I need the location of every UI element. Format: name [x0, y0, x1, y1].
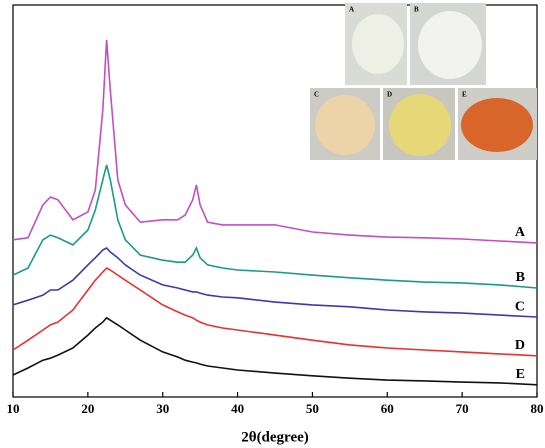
sample-a: [352, 14, 404, 74]
series-line: [12, 164, 538, 289]
x-tick-label: 20: [81, 401, 94, 416]
series-line: [12, 247, 538, 318]
series-label: A: [515, 225, 526, 240]
plot-frame: [12, 4, 538, 398]
x-tick-label: 10: [7, 401, 20, 416]
series-label: E: [516, 367, 525, 382]
inset-label: E: [462, 91, 467, 99]
sample-c: [315, 95, 375, 155]
inset-label: D: [387, 91, 392, 99]
x-tick-label: 60: [381, 401, 394, 416]
sample-b: [418, 11, 482, 79]
inset: A B C D E: [310, 3, 537, 160]
series-line: [12, 39, 538, 244]
series-label: B: [516, 270, 525, 285]
x-tick-label: 40: [231, 401, 244, 416]
x-axis-label: 2θ(degree): [241, 429, 309, 445]
x-tick-label: 30: [156, 401, 169, 416]
inset-label: A: [349, 6, 354, 14]
sample-e: [461, 98, 533, 152]
x-tick-label: 50: [306, 401, 319, 416]
series-label: D: [515, 338, 525, 353]
inset-label: C: [314, 91, 319, 99]
sample-d: [389, 94, 451, 156]
series-line: [12, 316, 538, 386]
x-tick-label: 80: [531, 401, 544, 416]
series-line: [12, 267, 538, 357]
x-tick-label: 70: [456, 401, 469, 416]
series-label: C: [515, 299, 525, 314]
inset-label: B: [414, 6, 419, 14]
